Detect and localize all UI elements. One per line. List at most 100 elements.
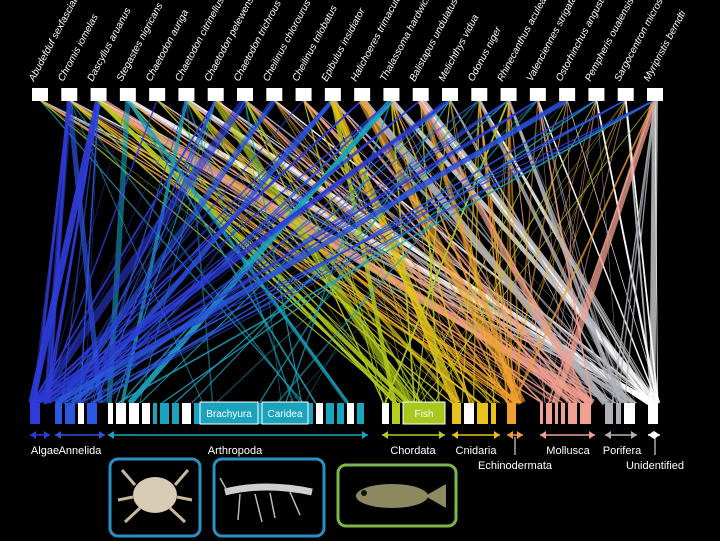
consumer-node — [61, 88, 78, 101]
link — [392, 99, 626, 404]
link — [547, 99, 656, 404]
link — [33, 99, 539, 404]
link — [390, 99, 416, 404]
link — [649, 99, 658, 404]
bracket-arrow — [648, 431, 660, 439]
link — [244, 99, 303, 404]
link — [514, 99, 627, 404]
consumer-node — [90, 88, 107, 101]
phylum-label: Annelida — [59, 445, 103, 457]
link — [258, 99, 451, 404]
consumer-node — [647, 88, 663, 101]
link — [548, 99, 597, 404]
link — [273, 99, 582, 404]
link — [492, 99, 509, 404]
link — [54, 97, 569, 406]
link — [541, 99, 597, 404]
link — [34, 99, 656, 404]
link — [38, 99, 334, 404]
prey-node — [464, 403, 474, 424]
link — [414, 99, 626, 404]
prey-node — [452, 403, 461, 424]
prey-group-node — [402, 401, 446, 425]
shrimp-photo — [212, 457, 326, 538]
link — [537, 99, 593, 404]
link — [43, 99, 129, 404]
prey-node — [116, 403, 126, 424]
prey-node — [605, 403, 613, 424]
link — [284, 99, 393, 404]
link — [34, 99, 568, 404]
link — [624, 99, 653, 404]
link — [461, 99, 480, 404]
phylum-label: Arthropoda — [208, 445, 263, 457]
link — [63, 99, 568, 404]
prey-node — [540, 403, 543, 424]
consumer-node — [178, 88, 195, 101]
bracket-arrow — [540, 431, 595, 439]
link — [39, 99, 401, 404]
consumer-node — [383, 88, 400, 101]
link — [490, 99, 626, 404]
link — [49, 99, 539, 404]
prey-node — [55, 403, 62, 424]
link — [43, 99, 392, 404]
prey-node — [87, 403, 97, 424]
phylum-label: Unidentified — [626, 460, 684, 472]
consumer-node — [149, 88, 166, 101]
link — [30, 99, 363, 404]
prey-node — [108, 403, 113, 424]
prey-node — [392, 403, 400, 424]
consumer-node — [119, 88, 136, 101]
link — [32, 97, 249, 406]
phylum-label: Echinodermata — [478, 460, 553, 472]
link — [215, 99, 583, 404]
prey-node — [194, 403, 203, 424]
consumer-node — [559, 88, 576, 101]
link — [411, 99, 568, 404]
link — [244, 99, 558, 404]
prey-node — [555, 403, 558, 424]
links — [28, 96, 661, 407]
prey-node — [347, 403, 354, 424]
link — [185, 98, 460, 405]
link — [330, 99, 397, 404]
phylum-label: Cnidaria — [456, 445, 498, 457]
link — [358, 98, 526, 405]
link — [274, 99, 492, 404]
prey-group-label: Brachyura — [206, 409, 252, 420]
link — [507, 99, 597, 404]
link — [391, 99, 459, 404]
link — [506, 99, 510, 404]
link — [508, 99, 636, 404]
link — [391, 99, 519, 404]
consumer-node — [354, 88, 371, 101]
fish-photo — [336, 463, 458, 528]
link — [507, 99, 513, 404]
link — [117, 99, 656, 404]
consumer-node — [500, 88, 517, 101]
bracket-arrow — [55, 431, 105, 439]
prey-node — [30, 403, 40, 424]
link — [433, 99, 597, 404]
link — [566, 99, 661, 404]
prey-node — [382, 403, 389, 424]
link — [507, 99, 522, 404]
link — [244, 99, 410, 404]
link — [127, 98, 394, 405]
link — [244, 99, 422, 404]
prey-group-label: Caridea — [267, 409, 302, 420]
link — [384, 99, 510, 404]
prey-node — [129, 403, 139, 424]
prey-node — [172, 403, 179, 424]
link — [419, 99, 656, 404]
consumer-node — [32, 88, 48, 101]
link — [161, 99, 597, 404]
prey-node — [561, 403, 565, 424]
link — [304, 99, 480, 404]
prey-node — [142, 403, 150, 424]
link — [39, 99, 304, 404]
link — [289, 99, 568, 404]
link — [34, 99, 451, 404]
